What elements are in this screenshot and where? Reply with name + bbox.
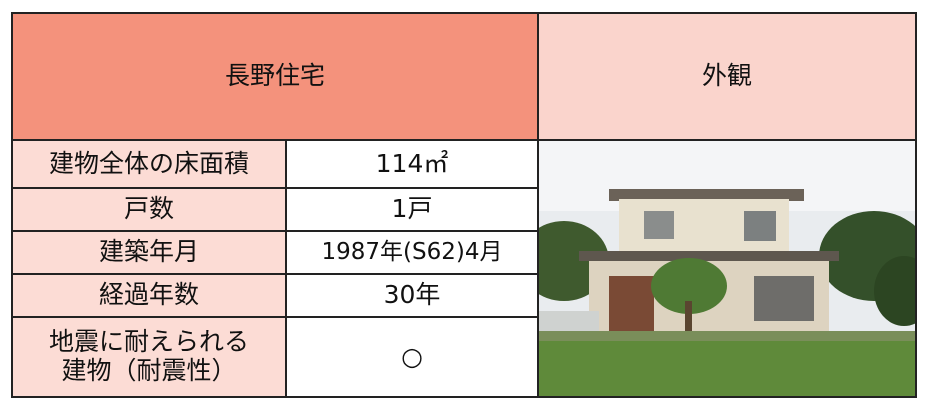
photo-label: 外観 bbox=[701, 61, 752, 91]
row-label: 戸数 bbox=[123, 194, 174, 224]
row-value: ○ bbox=[401, 341, 423, 371]
row-label-cell: 地震に耐えられる 建物（耐震性） bbox=[11, 316, 287, 398]
row-value: 1戸 bbox=[391, 194, 433, 224]
row-label-cell: 戸数 bbox=[11, 187, 287, 232]
title: 長野住宅 bbox=[224, 61, 325, 91]
row-value-cell: 1戸 bbox=[285, 187, 539, 232]
title-cell: 長野住宅 bbox=[11, 12, 539, 141]
photo-image bbox=[539, 141, 915, 396]
row-label: 経過年数 bbox=[98, 280, 199, 310]
row-label-cell: 建物全体の床面積 bbox=[11, 139, 287, 189]
photo-header-cell: 外観 bbox=[537, 12, 917, 141]
row-label-cell: 建築年月 bbox=[11, 230, 287, 275]
row-value: 114㎡ bbox=[375, 148, 449, 178]
row-value-cell: 114㎡ bbox=[285, 139, 539, 189]
house-photo bbox=[537, 139, 917, 398]
row-value-cell: 1987年(S62)4月 bbox=[285, 230, 539, 275]
row-label: 建物全体の床面積 bbox=[48, 148, 249, 178]
row-value-cell: ○ bbox=[285, 316, 539, 398]
row-value: 30年 bbox=[383, 280, 441, 310]
row-label: 地震に耐えられる 建物（耐震性） bbox=[48, 327, 249, 385]
row-value-cell: 30年 bbox=[285, 273, 539, 318]
row-label: 建築年月 bbox=[98, 237, 199, 267]
row-value: 1987年(S62)4月 bbox=[321, 239, 503, 266]
row-label-cell: 経過年数 bbox=[11, 273, 287, 318]
